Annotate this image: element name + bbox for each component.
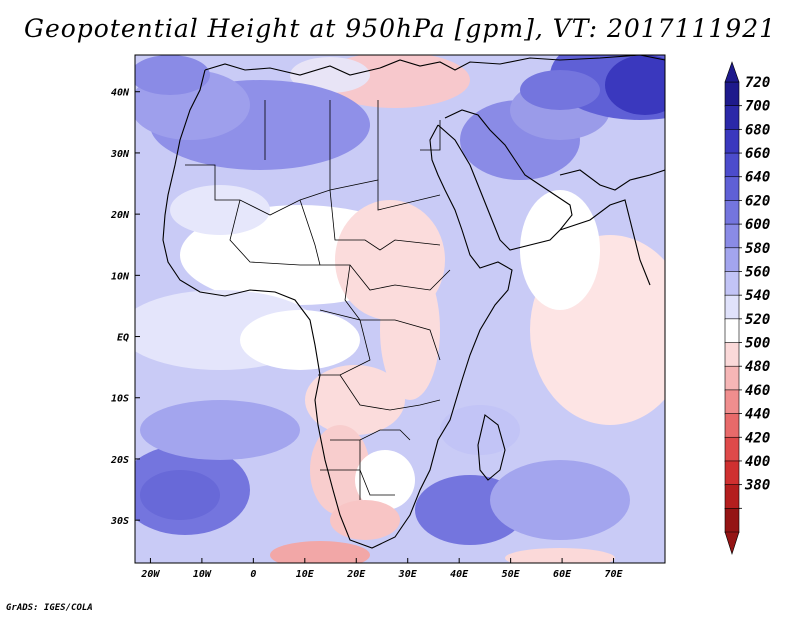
colorbar-band <box>724 413 740 439</box>
colorbar-label: 600 <box>745 217 770 233</box>
y-tick-label: 10S <box>111 394 129 405</box>
colorbar-label: 620 <box>745 193 770 209</box>
colorbar-label: 700 <box>745 99 770 115</box>
colorbar-band <box>724 389 740 415</box>
colorbar-label: 580 <box>745 241 770 257</box>
y-tick-label: 30S <box>110 516 129 527</box>
x-tick-label: 40E <box>450 569 469 580</box>
colorbar-label: 500 <box>745 336 770 352</box>
y-tick-label: 20N <box>110 210 130 221</box>
colorbar-band <box>724 508 740 533</box>
x-tick-label: 0 <box>250 569 256 580</box>
x-tick-label: 10W <box>193 569 212 580</box>
map-frame <box>134 54 666 564</box>
colorbar-band <box>724 318 740 344</box>
colorbar-band <box>724 460 740 486</box>
colorbar-bottom-arrow <box>724 531 740 555</box>
y-axis: 40N 30N 20N 10N EQ 10S 20S 30S <box>110 88 140 527</box>
colorbar: 720 700 680 660 640 620 600 580 560 540 520 500 480 4… <box>724 61 770 555</box>
colorbar-label: 680 <box>745 122 770 138</box>
colorbar-band <box>724 484 740 510</box>
colorbar-label: 400 <box>745 454 770 470</box>
y-tick-label: 40N <box>111 88 130 99</box>
colorbar-band <box>724 105 740 131</box>
colorbar-band <box>724 342 740 368</box>
country-borders <box>185 100 451 500</box>
x-tick-label: 20E <box>346 569 366 580</box>
colorbar-band <box>724 223 740 249</box>
colorbar-label: 720 <box>745 75 770 91</box>
colorbar-band <box>724 200 740 225</box>
colorbar-label: 520 <box>745 312 770 328</box>
x-tick-label: 30E <box>398 569 418 580</box>
x-tick-label: 20W <box>140 569 160 580</box>
credit-text: GrADS: IGES/COLA <box>6 603 93 613</box>
x-tick-label: 70E <box>605 569 624 580</box>
x-axis: 20W 10W 0 10E 20E 30E 40E 50E 60E 70E <box>140 558 624 580</box>
colorbar-top-arrow <box>724 61 740 83</box>
y-tick-label: EQ <box>117 333 129 344</box>
colorbar-band <box>724 247 740 273</box>
colorbar-label: 480 <box>745 359 770 375</box>
colorbar-label: 380 <box>744 478 770 494</box>
coastlines <box>162 55 665 549</box>
y-tick-label: 30N <box>110 149 130 160</box>
colorbar-label: 460 <box>745 383 770 399</box>
colorbar-band <box>724 365 740 391</box>
x-tick-label: 10E <box>296 569 315 580</box>
colorbar-label: 660 <box>745 146 770 162</box>
colorbar-band <box>724 129 740 154</box>
colorbar-label: 440 <box>745 407 770 423</box>
colorbar-band <box>724 271 740 296</box>
y-tick-label: 20S <box>110 455 129 466</box>
colorbar-band <box>724 176 740 202</box>
x-tick-label: 60E <box>553 569 572 580</box>
x-tick-label: 50E <box>502 569 521 580</box>
y-tick-label: 10N <box>111 271 130 282</box>
colorbar-label: 540 <box>745 288 770 304</box>
colorbar-band <box>724 152 740 178</box>
colorbar-band <box>724 294 740 320</box>
colorbar-label: 420 <box>745 430 770 446</box>
colorbar-band <box>724 436 740 462</box>
map-title: Geopotential Height at 950hPa [gpm], VT:… <box>23 14 777 43</box>
colorbar-label: 640 <box>745 170 770 186</box>
colorbar-band <box>724 81 740 107</box>
shaded-field <box>135 55 665 563</box>
colorbar-label: 560 <box>745 264 770 280</box>
